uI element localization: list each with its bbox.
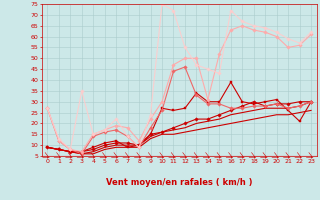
X-axis label: Vent moyen/en rafales ( km/h ): Vent moyen/en rafales ( km/h ) [106,178,252,187]
